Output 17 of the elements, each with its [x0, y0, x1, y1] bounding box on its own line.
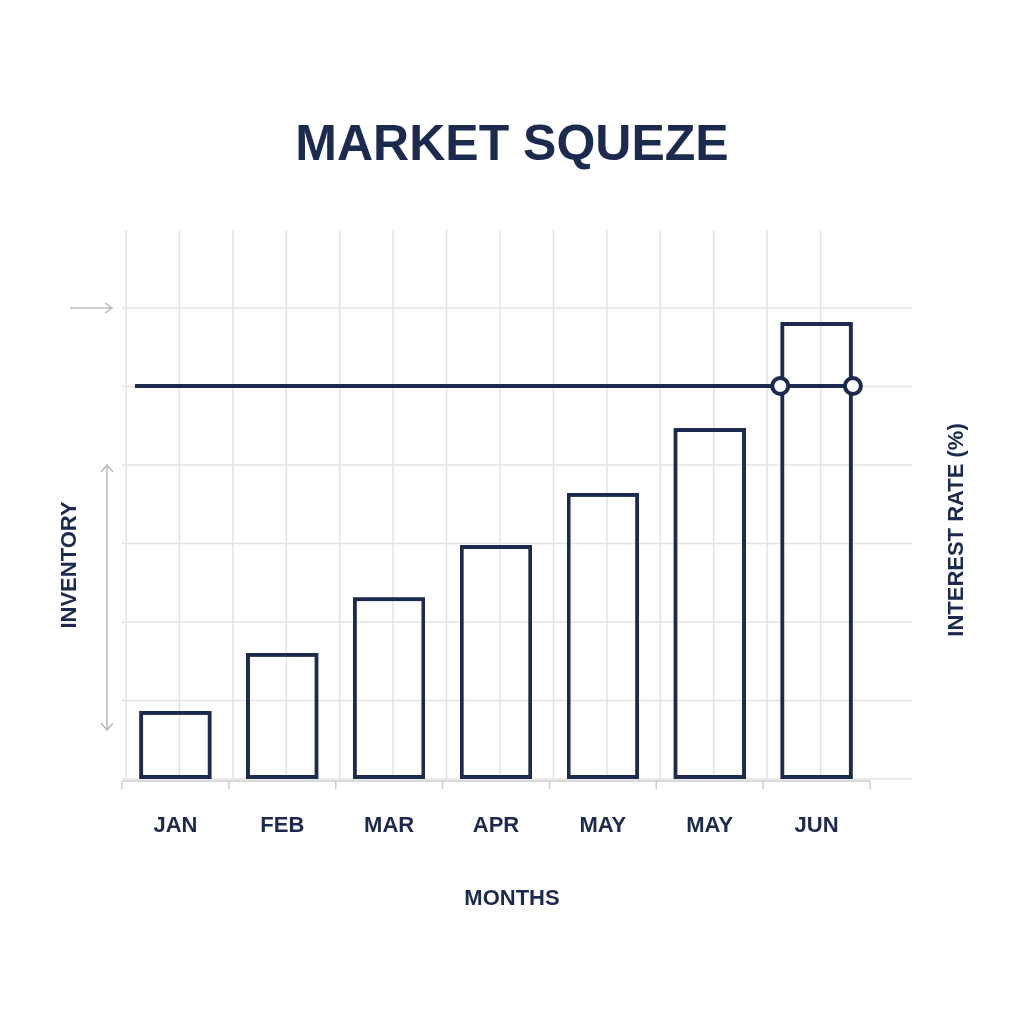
- x-tick-label: MAY: [579, 812, 627, 837]
- bar: [245, 652, 319, 779]
- chart-title: MARKET SQUEZE: [295, 115, 729, 171]
- bar: [139, 710, 212, 779]
- y-axis-title: INVENTORY: [56, 501, 81, 629]
- bar: [459, 545, 533, 779]
- x-tick-label: JUN: [794, 812, 839, 837]
- x-tick-label: MAR: [364, 812, 415, 837]
- x-axis-title: MONTHS: [464, 885, 560, 910]
- bar: [673, 428, 747, 779]
- y2-axis-title: INTEREST RATE (%): [943, 423, 968, 637]
- x-tick-label: JAN: [153, 812, 198, 837]
- x-tick-label: APR: [472, 812, 520, 837]
- x-tick-label: FEB: [260, 812, 305, 837]
- bar: [352, 597, 426, 779]
- bar: [566, 492, 640, 779]
- x-tick-label: MAY: [686, 812, 734, 837]
